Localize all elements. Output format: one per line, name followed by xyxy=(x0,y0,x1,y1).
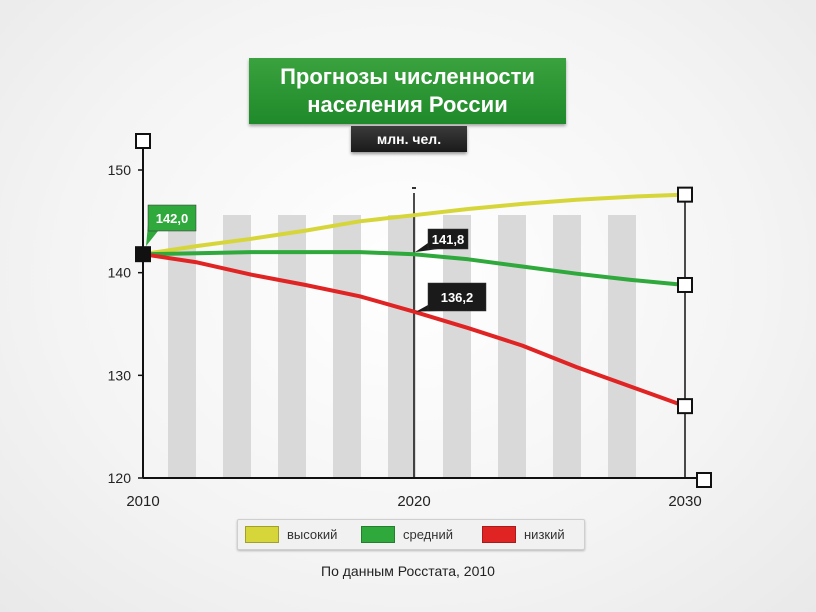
end-marker-medium xyxy=(677,276,693,293)
chart-title-line-1: Прогнозы численности xyxy=(280,64,535,89)
y-tick-label-140: 140 xyxy=(108,265,132,281)
chart-title-line-2: населения России xyxy=(307,92,508,117)
legend-label-medium: средний xyxy=(403,527,453,542)
chart-title: Прогнозы численности населения России xyxy=(249,58,566,124)
grid-stripe-4 xyxy=(388,215,416,478)
grid-stripe-8 xyxy=(608,215,636,478)
start-marker-2010 xyxy=(135,246,151,263)
unit-label: млн. чел. xyxy=(351,126,467,152)
legend-label-low: низкий xyxy=(524,527,565,542)
legend-label-high: высокий xyxy=(287,527,338,542)
annotation-142-0-box xyxy=(147,204,197,232)
y-tick-label-120: 120 xyxy=(108,470,132,486)
axis-end-marker-right xyxy=(696,472,712,488)
source-note: По данным Росстата, 2010 xyxy=(321,563,495,579)
end-marker-low xyxy=(677,398,693,415)
axis-end-marker-top xyxy=(135,133,151,149)
annotation-136-2-box xyxy=(427,282,487,312)
y-tick-label-130: 130 xyxy=(108,367,132,383)
legend-swatch-medium xyxy=(361,526,395,543)
legend: высокий средний низкий xyxy=(237,519,585,550)
legend-swatch-low xyxy=(482,526,516,543)
end-marker-high xyxy=(677,186,693,203)
annotation-141-8-text: 141,8 xyxy=(432,232,465,247)
y-tick-label-150: 150 xyxy=(108,162,132,178)
grid-stripe-2 xyxy=(278,215,306,478)
annotation-141-8-pointer xyxy=(415,243,438,253)
grid-stripe-7 xyxy=(553,215,581,478)
annotation-141-8-box xyxy=(427,228,469,250)
annotation-142-0-text: 142,0 xyxy=(156,211,189,226)
x-tick-label-2030: 2030 xyxy=(668,493,701,510)
x-tick-label-2010: 2010 xyxy=(126,493,159,510)
grid-stripe-1 xyxy=(223,215,251,478)
grid-stripe-5 xyxy=(443,215,471,478)
x-tick-label-2020: 2020 xyxy=(397,493,430,510)
annotation-136-2-text: 136,2 xyxy=(441,290,474,305)
legend-swatch-high xyxy=(245,526,279,543)
grid-stripe-3 xyxy=(333,215,361,478)
